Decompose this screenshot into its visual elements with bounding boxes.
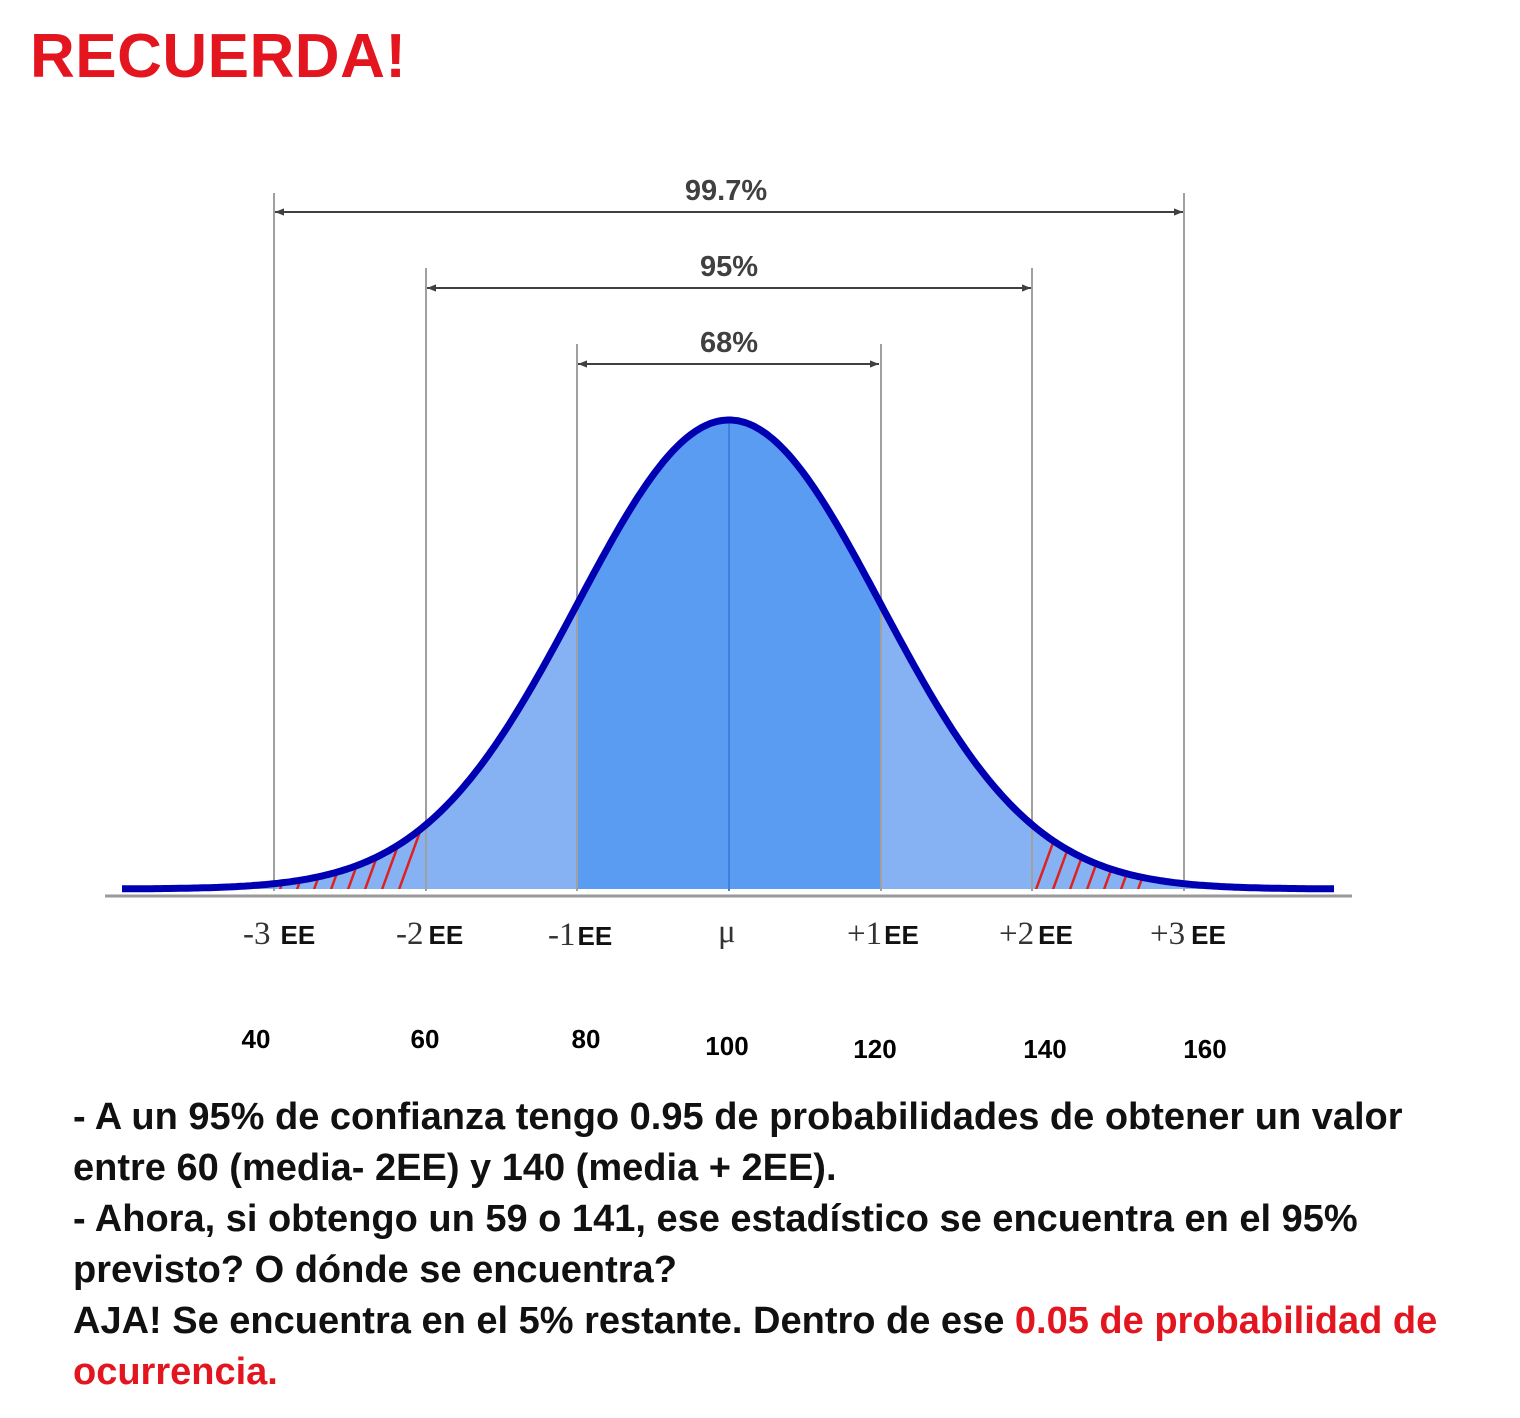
sd-label-plus-3: +3 EE	[1150, 916, 1226, 952]
note-line-3-text: AJA! Se encuentra en el 5% restante. Den…	[73, 1300, 1015, 1342]
value-labels: 40 60 80 100 120 140 160	[242, 1024, 1227, 1064]
note-line-3-highlight: 0.05 de probabilidad de ocurrencia.	[73, 1300, 1438, 1393]
normal-distribution-diagram: 99.7% 95% 68% -3 EE -2 EE -1EE μ +1EE +2 EE…	[105, 175, 1352, 1064]
sd-guide-lines	[273, 193, 1185, 891]
sd-label-mean: μ	[718, 914, 736, 950]
page-title: RECUERDA!	[30, 22, 407, 91]
interval-label: 99.7%	[685, 175, 767, 207]
interval-label: 68%	[700, 327, 758, 359]
explanation-text: - A un 95% de confianza tengo 0.95 de pr…	[73, 1092, 1503, 1398]
value-label-100: 100	[705, 1031, 748, 1061]
hatch-stroke	[395, 828, 423, 889]
value-label-40: 40	[242, 1024, 271, 1054]
note-line-3: AJA! Se encuentra en el 5% restante. Den…	[73, 1296, 1503, 1398]
value-label-140: 140	[1023, 1034, 1066, 1064]
sd-label-plus-1: +1EE	[847, 916, 919, 952]
sd-label-plus-2: +2 EE	[999, 916, 1073, 952]
value-label-60: 60	[411, 1024, 440, 1054]
note-line-2: - Ahora, si obtengo un 59 o 141, ese est…	[73, 1198, 1358, 1291]
sd-label-minus-3: -3 EE	[243, 916, 315, 952]
note-line-1: - A un 95% de confianza tengo 0.95 de pr…	[73, 1096, 1403, 1189]
fill-right-outer	[1033, 825, 1185, 889]
interval-label: 95%	[700, 251, 758, 283]
value-label-80: 80	[572, 1024, 601, 1054]
value-label-120: 120	[853, 1034, 896, 1064]
sd-label-minus-2: -2 EE	[396, 916, 463, 952]
interval-99-7: 99.7%	[275, 175, 1183, 216]
sd-labels: -3 EE -2 EE -1EE μ +1EE +2 EE +3 EE	[243, 914, 1226, 953]
interval-95: 95%	[427, 251, 1031, 292]
sd-label-minus-1: -1EE	[548, 917, 612, 953]
normal-curve	[121, 416, 1335, 893]
value-label-160: 160	[1183, 1034, 1226, 1064]
interval-68: 68%	[578, 327, 879, 368]
